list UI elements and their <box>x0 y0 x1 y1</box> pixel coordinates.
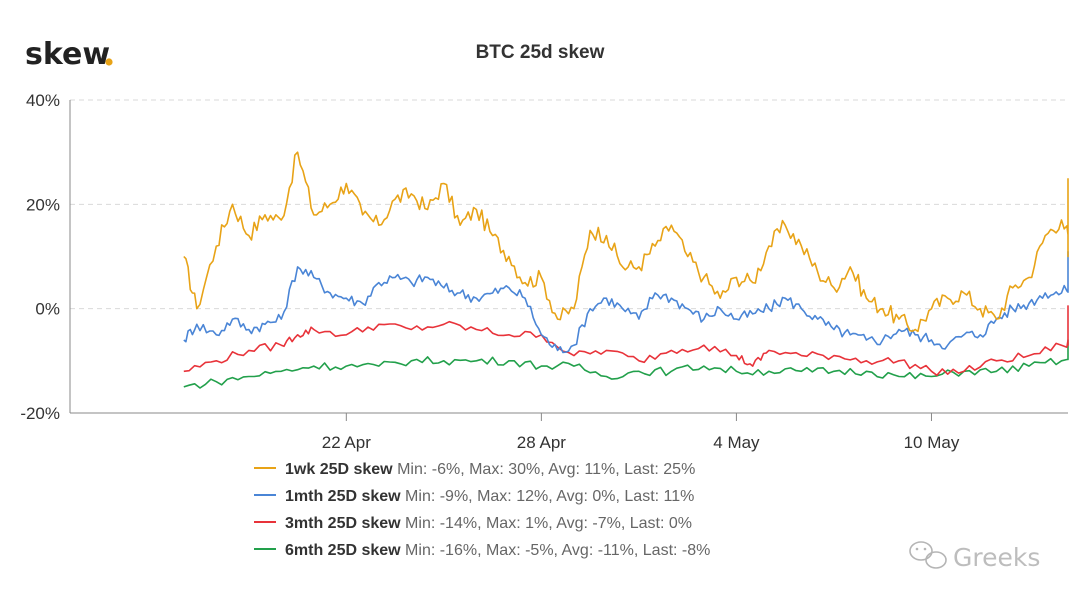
legend: 1wk 25D skew Min: -6%, Max: 30%, Avg: 11… <box>254 461 710 559</box>
y-axis-ticks: 40% 20% 0% -20% <box>20 91 60 423</box>
series-lines <box>183 151 1069 389</box>
legend-series-name: 3mth 25D skew <box>285 515 401 532</box>
legend-series-name: 1mth 25D skew <box>285 488 401 505</box>
series-line-3 <box>183 305 1069 377</box>
y-tick-label: 0% <box>35 300 60 319</box>
watermark: Greeks <box>909 541 1040 572</box>
chart-title: BTC 25d skew <box>476 42 605 63</box>
series-line-4 <box>183 339 1069 389</box>
series-line-1 <box>183 151 1069 333</box>
legend-series-stats: Min: -16%, Max: -5%, Avg: -11%, Last: -8… <box>401 542 711 559</box>
y-tick-label: 40% <box>26 91 60 110</box>
logo-dot <box>105 58 113 66</box>
x-tick-label: 10 May <box>904 433 960 452</box>
watermark-text: Greeks <box>953 543 1040 572</box>
logo-text: skew <box>25 37 110 72</box>
series-line-2 <box>183 251 1069 354</box>
legend-label: 1mth 25D skew Min: -9%, Max: 12%, Avg: 0… <box>285 488 694 505</box>
x-tick-label: 28 Apr <box>517 433 566 452</box>
legend-series-stats: Min: -9%, Max: 12%, Avg: 0%, Last: 11% <box>401 488 695 505</box>
gridlines <box>70 99 1068 310</box>
legend-label: 6mth 25D skew Min: -16%, Max: -5%, Avg: … <box>285 542 710 559</box>
legend-label: 3mth 25D skew Min: -14%, Max: 1%, Avg: -… <box>285 515 692 532</box>
y-tick-label: 20% <box>26 195 60 214</box>
legend-item: 1mth 25D skew Min: -9%, Max: 12%, Avg: 0… <box>254 488 694 505</box>
x-tick-label: 4 May <box>713 433 760 452</box>
legend-item: 6mth 25D skew Min: -16%, Max: -5%, Avg: … <box>254 542 710 559</box>
axes <box>69 100 1068 414</box>
legend-series-name: 6mth 25D skew <box>285 542 401 559</box>
legend-series-stats: Min: -14%, Max: 1%, Avg: -7%, Last: 0% <box>401 515 692 532</box>
legend-series-name: 1wk 25D skew <box>285 461 393 478</box>
legend-item: 1wk 25D skew Min: -6%, Max: 30%, Avg: 11… <box>254 461 695 478</box>
legend-item: 3mth 25D skew Min: -14%, Max: 1%, Avg: -… <box>254 515 692 532</box>
legend-label: 1wk 25D skew Min: -6%, Max: 30%, Avg: 11… <box>285 461 695 478</box>
wechat-icon <box>909 541 947 569</box>
y-tick-label: -20% <box>20 404 60 423</box>
x-tick-label: 22 Apr <box>322 433 371 452</box>
legend-series-stats: Min: -6%, Max: 30%, Avg: 11%, Last: 25% <box>393 461 696 478</box>
skew-logo: skew <box>25 37 113 72</box>
